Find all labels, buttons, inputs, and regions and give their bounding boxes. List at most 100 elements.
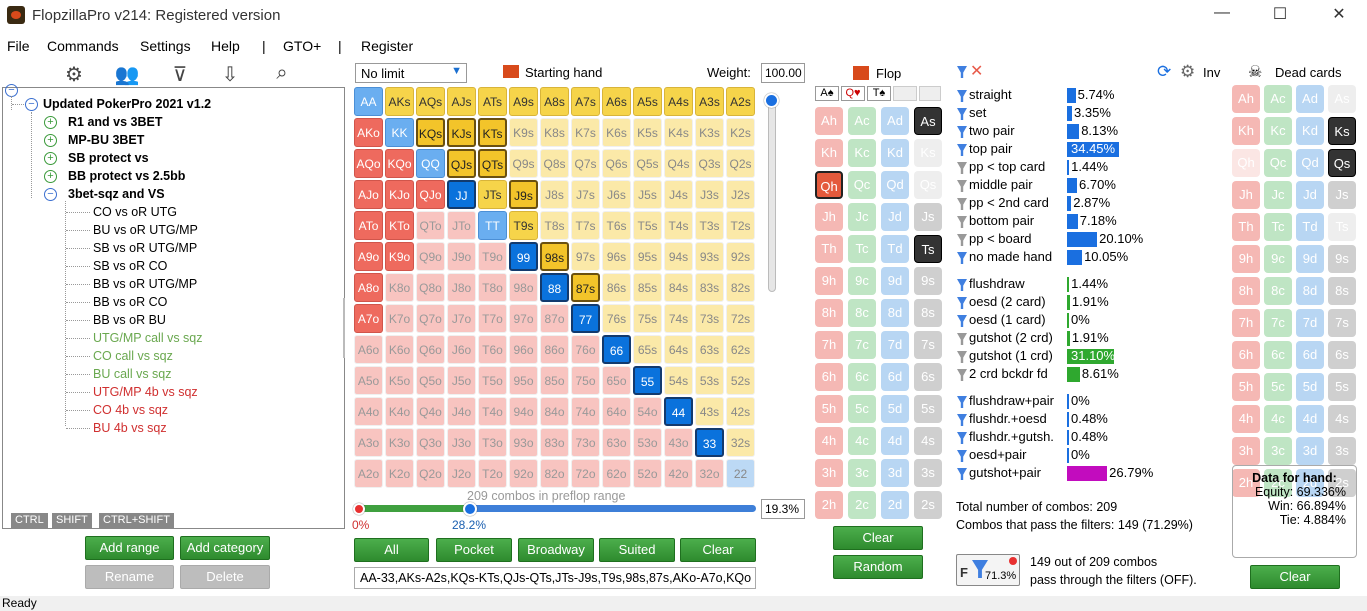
flop-card[interactable]: 4d <box>881 427 909 455</box>
hand-cell[interactable]: 55 <box>633 366 662 395</box>
dead-card[interactable]: 6s <box>1328 341 1356 369</box>
hand-cell[interactable]: T4s <box>664 211 693 240</box>
hand-cell[interactable]: K9o <box>385 242 414 271</box>
flop-card[interactable]: 3s <box>914 459 942 487</box>
hand-cell[interactable]: 65o <box>602 366 631 395</box>
dead-card[interactable]: Qd <box>1296 149 1324 177</box>
clear-filter-icon[interactable]: ✕ <box>970 63 984 80</box>
hand-cell[interactable]: K8o <box>385 273 414 302</box>
flop-card[interactable]: Th <box>815 235 843 263</box>
filter-icon[interactable] <box>957 126 967 138</box>
board-card-2[interactable]: Q♥ <box>841 86 865 101</box>
hand-cell[interactable]: J5o <box>447 366 476 395</box>
hand-cell[interactable]: K2s <box>726 118 755 147</box>
dead-card[interactable]: Td <box>1296 213 1324 241</box>
expand-icon[interactable]: + <box>44 152 57 165</box>
hand-cell[interactable]: K6o <box>385 335 414 364</box>
flop-card[interactable]: 8d <box>881 299 909 327</box>
hand-cell[interactable]: K5s <box>633 118 662 147</box>
flop-card[interactable]: Qs <box>914 171 942 199</box>
hand-cell[interactable]: JTs <box>478 180 507 209</box>
hand-cell[interactable]: Q7s <box>571 149 600 178</box>
hand-cell[interactable]: 54s <box>664 366 693 395</box>
flop-card[interactable]: 6h <box>815 363 843 391</box>
dead-card[interactable]: Ac <box>1264 85 1292 113</box>
hand-cell[interactable]: 43s <box>695 397 724 426</box>
hand-cell[interactable]: A6s <box>602 87 631 116</box>
hand-cell[interactable]: Q2s <box>726 149 755 178</box>
hand-cell[interactable]: A5o <box>354 366 383 395</box>
dead-card[interactable]: 8d <box>1296 277 1324 305</box>
hand-cell[interactable]: A9o <box>354 242 383 271</box>
hand-cell[interactable]: 52o <box>633 459 662 488</box>
hand-cell[interactable]: Q9s <box>509 149 538 178</box>
board-card-3[interactable]: T♠ <box>867 86 891 101</box>
dead-card[interactable]: 9s <box>1328 245 1356 273</box>
filter-icon[interactable] <box>957 108 967 120</box>
dead-card[interactable]: 9h <box>1232 245 1260 273</box>
dead-card[interactable]: Qc <box>1264 149 1292 177</box>
board-card-1[interactable]: A♠ <box>815 86 839 101</box>
stat-label[interactable]: flushdr.+gutsh. <box>969 429 1054 444</box>
hand-cell[interactable]: 44 <box>664 397 693 426</box>
flop-card[interactable]: 2s <box>914 491 942 519</box>
hand-cell[interactable]: 53o <box>633 428 662 457</box>
hand-cell[interactable]: T8s <box>540 211 569 240</box>
hand-cell[interactable]: 63s <box>695 335 724 364</box>
hand-cell[interactable]: 75s <box>633 304 662 333</box>
flop-card[interactable]: 7d <box>881 331 909 359</box>
dead-card[interactable]: 6h <box>1232 341 1260 369</box>
hand-cell[interactable]: KTs <box>478 118 507 147</box>
flop-card[interactable]: 5h <box>815 395 843 423</box>
stat-label[interactable]: flushdr.+oesd <box>969 411 1047 426</box>
hand-cell[interactable]: J7s <box>571 180 600 209</box>
flop-card[interactable]: Kd <box>881 139 909 167</box>
dead-card[interactable]: 8c <box>1264 277 1292 305</box>
hand-cell[interactable]: 42s <box>726 397 755 426</box>
dead-card[interactable]: Qh <box>1232 149 1260 177</box>
stat-label[interactable]: straight <box>969 87 1012 102</box>
clear-range-button[interactable]: Clear <box>680 538 756 562</box>
hand-cell[interactable]: A8s <box>540 87 569 116</box>
dead-card[interactable]: 7c <box>1264 309 1292 337</box>
filter-icon[interactable] <box>957 432 967 444</box>
flop-card[interactable]: Kh <box>815 139 843 167</box>
hand-cell[interactable]: J2o <box>447 459 476 488</box>
flop-card[interactable]: 7c <box>848 331 876 359</box>
all-button[interactable]: All <box>354 538 429 562</box>
hand-cell[interactable]: Q4s <box>664 149 693 178</box>
dead-card[interactable]: Kc <box>1264 117 1292 145</box>
hand-cell[interactable]: T6s <box>602 211 631 240</box>
hand-cell[interactable]: 96s <box>602 242 631 271</box>
tab-ctrl-shift[interactable]: CTRL+SHIFT <box>99 513 174 528</box>
filter-icon[interactable] <box>957 414 967 426</box>
hand-cell[interactable]: 84s <box>664 273 693 302</box>
hand-cell[interactable]: 76s <box>602 304 631 333</box>
tree-item[interactable]: CO vs oR UTG <box>93 205 178 219</box>
hand-cell[interactable]: 62o <box>602 459 631 488</box>
flop-card[interactable]: 9s <box>914 267 942 295</box>
filter-toggle-button[interactable]: F 71.3% <box>956 554 1020 586</box>
menu-help[interactable]: Help <box>211 38 240 54</box>
hand-cell[interactable]: 32o <box>695 459 724 488</box>
hand-cell[interactable]: 73o <box>571 428 600 457</box>
dead-card[interactable]: 9d <box>1296 245 1324 273</box>
dead-card[interactable]: 5c <box>1264 373 1292 401</box>
filter-icon[interactable] <box>957 198 967 210</box>
flop-card[interactable]: 6s <box>914 363 942 391</box>
filter-icon[interactable] <box>957 369 967 381</box>
hand-cell[interactable]: A4s <box>664 87 693 116</box>
tree-group[interactable]: MP-BU 3BET <box>68 133 145 147</box>
hand-cell[interactable]: QJs <box>447 149 476 178</box>
dead-card[interactable]: 7s <box>1328 309 1356 337</box>
hand-cell[interactable]: 94s <box>664 242 693 271</box>
hand-cell[interactable]: QJo <box>416 180 445 209</box>
add-range-button[interactable]: Add range <box>85 536 174 560</box>
flop-card[interactable]: Ks <box>914 139 942 167</box>
range-slider-max-handle[interactable] <box>463 502 477 516</box>
flop-clear-button[interactable]: Clear <box>833 526 923 550</box>
hand-cell[interactable]: J4s <box>664 180 693 209</box>
hand-cell[interactable]: 77 <box>571 304 600 333</box>
hand-cell[interactable]: 98s <box>540 242 569 271</box>
hand-cell[interactable]: 73s <box>695 304 724 333</box>
